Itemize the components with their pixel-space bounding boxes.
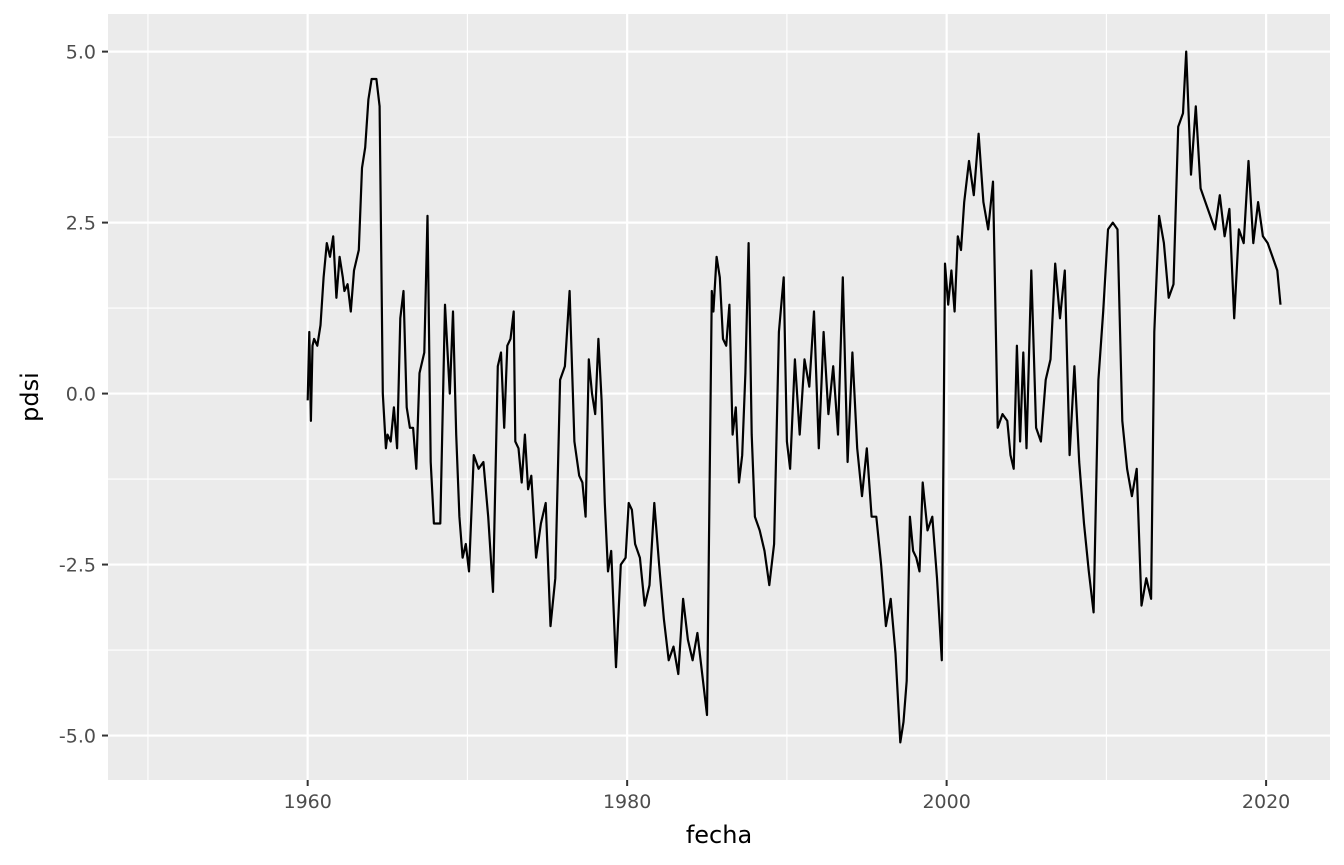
y-tick-label: 2.5: [66, 213, 96, 235]
y-tick-label: 0.0: [66, 384, 96, 406]
x-tick-label: 1960: [283, 791, 331, 813]
y-tick-label: 5.0: [66, 42, 96, 64]
x-tick-label: 2000: [922, 791, 970, 813]
x-tick-label: 1980: [603, 791, 651, 813]
y-axis-title: pdsi: [16, 372, 44, 422]
minor-grid: [108, 14, 1330, 780]
y-tick-label: -2.5: [59, 555, 96, 577]
y-axis: 5.0 2.5 0.0 -2.5 -5.0: [59, 42, 108, 748]
x-axis: 1960 1980 2000 2020: [283, 780, 1290, 813]
x-tick-label: 2020: [1242, 791, 1290, 813]
pdsi-series-line: [306, 50, 1282, 744]
x-axis-title: fecha: [686, 821, 752, 849]
panel-background: [108, 14, 1330, 780]
major-grid: [108, 14, 1330, 780]
y-tick-label: -5.0: [59, 726, 96, 748]
